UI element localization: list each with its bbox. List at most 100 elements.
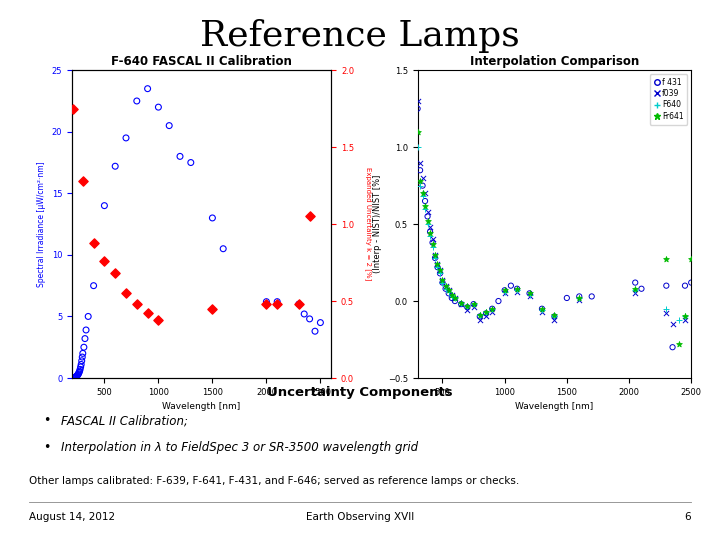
Text: Interpolation in λ to FieldSpec 3 or SR-3500 wavelength grid: Interpolation in λ to FieldSpec 3 or SR-… xyxy=(61,441,418,454)
Point xyxy=(480,312,492,321)
Point xyxy=(474,310,485,319)
Point xyxy=(474,310,485,319)
Point xyxy=(443,286,454,295)
Point xyxy=(80,326,92,334)
Point xyxy=(293,300,305,308)
Point xyxy=(434,266,446,275)
Point xyxy=(561,294,572,302)
Point xyxy=(437,275,449,284)
X-axis label: Wavelength [nm]: Wavelength [nm] xyxy=(163,402,240,411)
Point xyxy=(217,245,229,253)
Point xyxy=(304,315,315,323)
Point xyxy=(109,162,121,171)
Point xyxy=(70,373,81,381)
Point xyxy=(462,301,473,310)
Point xyxy=(660,255,672,264)
Point xyxy=(120,289,132,298)
Point xyxy=(76,360,87,369)
Point xyxy=(462,303,473,312)
Point xyxy=(468,300,480,308)
Point xyxy=(185,158,197,167)
Point xyxy=(419,201,431,210)
Text: Reference Lamps: Reference Lamps xyxy=(200,19,520,53)
Point xyxy=(499,286,510,295)
Point xyxy=(261,298,272,306)
Point xyxy=(536,305,548,313)
Text: •: • xyxy=(43,414,50,427)
Point xyxy=(304,212,315,221)
Point xyxy=(78,343,89,352)
Point xyxy=(536,307,548,316)
Point xyxy=(424,227,436,236)
Point xyxy=(427,243,438,252)
Point xyxy=(417,174,428,183)
Point xyxy=(480,309,492,318)
Point xyxy=(142,309,153,318)
Point xyxy=(536,305,548,313)
Point xyxy=(76,356,88,365)
Point xyxy=(586,292,598,301)
Text: 6: 6 xyxy=(685,512,691,522)
Point xyxy=(685,255,697,264)
Point xyxy=(492,297,504,306)
Point xyxy=(487,305,498,313)
Point xyxy=(480,307,492,316)
Point xyxy=(429,254,441,262)
Point xyxy=(293,300,305,308)
Point xyxy=(432,260,444,268)
Point xyxy=(660,305,672,313)
Point xyxy=(629,278,641,287)
Point xyxy=(79,334,91,343)
Point xyxy=(68,373,80,382)
Point xyxy=(298,309,310,318)
Point xyxy=(487,305,498,313)
Point xyxy=(487,305,498,313)
Point xyxy=(549,312,560,321)
Point xyxy=(412,97,423,105)
Point xyxy=(422,207,433,216)
Point xyxy=(536,306,548,315)
Point xyxy=(440,285,451,293)
Point xyxy=(468,303,480,312)
Point xyxy=(422,217,433,225)
Point xyxy=(434,266,446,275)
Point xyxy=(511,285,523,293)
Point xyxy=(574,295,585,304)
Point xyxy=(429,251,441,259)
Point xyxy=(271,300,283,308)
X-axis label: Wavelength [nm]: Wavelength [nm] xyxy=(516,402,593,411)
Point xyxy=(679,312,690,321)
Point xyxy=(660,309,672,318)
Point xyxy=(432,263,444,272)
Point xyxy=(549,310,560,319)
Point xyxy=(523,292,535,301)
Point xyxy=(429,251,441,259)
Point xyxy=(443,286,454,295)
Y-axis label: Spectral Irradiance [μW/cm²·nm]: Spectral Irradiance [μW/cm²·nm] xyxy=(37,161,46,287)
Point xyxy=(673,340,685,348)
Point xyxy=(77,349,89,357)
Point xyxy=(629,286,641,295)
Point xyxy=(419,189,431,198)
Point xyxy=(142,84,153,93)
Point xyxy=(511,285,523,293)
Point xyxy=(422,212,433,221)
Point xyxy=(71,372,82,381)
Point xyxy=(432,263,444,272)
Point xyxy=(660,281,672,290)
Point xyxy=(462,306,473,315)
Point xyxy=(446,291,458,299)
Point xyxy=(207,214,218,222)
Point xyxy=(549,312,560,321)
Point xyxy=(437,278,449,287)
Point xyxy=(88,281,99,290)
Point xyxy=(449,294,461,302)
Point xyxy=(414,181,426,190)
Point xyxy=(73,368,85,377)
Point xyxy=(455,298,467,307)
Point xyxy=(667,320,678,328)
Point xyxy=(446,292,458,301)
Point xyxy=(629,285,641,293)
Point xyxy=(499,287,510,296)
Point xyxy=(574,294,585,302)
